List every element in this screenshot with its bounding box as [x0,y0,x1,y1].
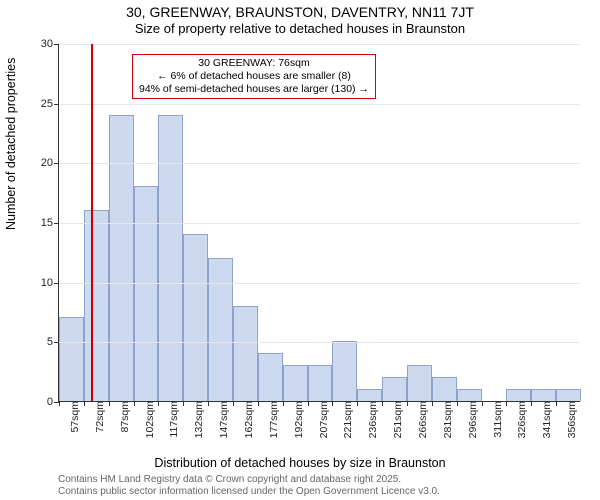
xtick-label: 72sqm [92,401,106,433]
footer-line-1: Contains HM Land Registry data © Crown c… [58,474,590,486]
annotation-line: 30 GREENWAY: 76sqm [139,57,369,70]
bar [183,234,208,401]
xtick-mark [283,401,284,406]
xtick-label: 251sqm [390,401,404,438]
ytick-label: 10 [41,277,59,289]
xtick-mark [109,401,110,406]
xtick-label: 117sqm [166,401,180,438]
xtick-mark [531,401,532,406]
xtick-mark [482,401,483,406]
gridline [59,163,580,164]
chart-container: 30, GREENWAY, BRAUNSTON, DAVENTRY, NN11 … [0,0,600,500]
gridline [59,223,580,224]
bar [158,115,183,401]
xtick-label: 87sqm [117,401,131,433]
xtick-label: 162sqm [241,401,255,438]
ytick-label: 0 [47,396,59,408]
xtick-label: 326sqm [514,401,528,438]
xtick-mark [382,401,383,406]
x-axis-label: Distribution of detached houses by size … [0,456,600,470]
xtick-mark [407,401,408,406]
xtick-mark [357,401,358,406]
ytick-label: 30 [41,38,59,50]
gridline [59,283,580,284]
bar [283,365,308,401]
annotation-line: ← 6% of detached houses are smaller (8) [139,70,369,83]
annotation-line: 94% of semi-detached houses are larger (… [139,83,369,96]
y-axis-label: Number of detached properties [4,58,18,230]
xtick-mark [158,401,159,406]
xtick-label: 281sqm [440,401,454,438]
bar [432,377,457,401]
bar [258,353,283,401]
bar [556,389,581,401]
ytick-label: 20 [41,157,59,169]
xtick-mark [332,401,333,406]
gridline [59,44,580,45]
xtick-mark [457,401,458,406]
bar [208,258,233,401]
bar [233,306,258,401]
xtick-label: 356sqm [564,401,578,438]
xtick-mark [183,401,184,406]
chart-title: 30, GREENWAY, BRAUNSTON, DAVENTRY, NN11 … [0,0,600,21]
xtick-label: 311sqm [490,401,504,438]
bar [506,389,531,401]
footer-line-2: Contains public sector information licen… [58,486,590,498]
bar [308,365,333,401]
xtick-mark [506,401,507,406]
bar [109,115,134,401]
bar [407,365,432,401]
xtick-label: 192sqm [291,401,305,438]
xtick-label: 57sqm [67,401,81,433]
xtick-label: 236sqm [365,401,379,438]
xtick-mark [59,401,60,406]
annotation-box: 30 GREENWAY: 76sqm← 6% of detached house… [132,54,376,99]
xtick-mark [233,401,234,406]
xtick-mark [84,401,85,406]
xtick-label: 177sqm [266,401,280,438]
xtick-mark [308,401,309,406]
xtick-label: 341sqm [539,401,553,438]
xtick-label: 132sqm [191,401,205,438]
chart-subtitle: Size of property relative to detached ho… [0,21,600,37]
bar [84,210,109,401]
bar [382,377,407,401]
xtick-label: 221sqm [340,401,354,438]
plot-area: 05101520253057sqm72sqm87sqm102sqm117sqm1… [58,44,580,402]
ytick-label: 25 [41,98,59,110]
ytick-label: 5 [47,336,59,348]
xtick-mark [258,401,259,406]
bar [59,317,84,401]
xtick-label: 102sqm [142,401,156,438]
bar [531,389,556,401]
gridline [59,342,580,343]
bar [457,389,482,401]
xtick-label: 266sqm [415,401,429,438]
xtick-label: 296sqm [465,401,479,438]
xtick-label: 207sqm [316,401,330,438]
bar [332,341,357,401]
xtick-mark [134,401,135,406]
bar [134,186,159,401]
bar [357,389,382,401]
footer: Contains HM Land Registry data © Crown c… [58,474,590,498]
xtick-label: 147sqm [216,401,230,438]
gridline [59,104,580,105]
xtick-mark [556,401,557,406]
marker-line [91,44,93,401]
xtick-mark [208,401,209,406]
xtick-mark [432,401,433,406]
ytick-label: 15 [41,217,59,229]
